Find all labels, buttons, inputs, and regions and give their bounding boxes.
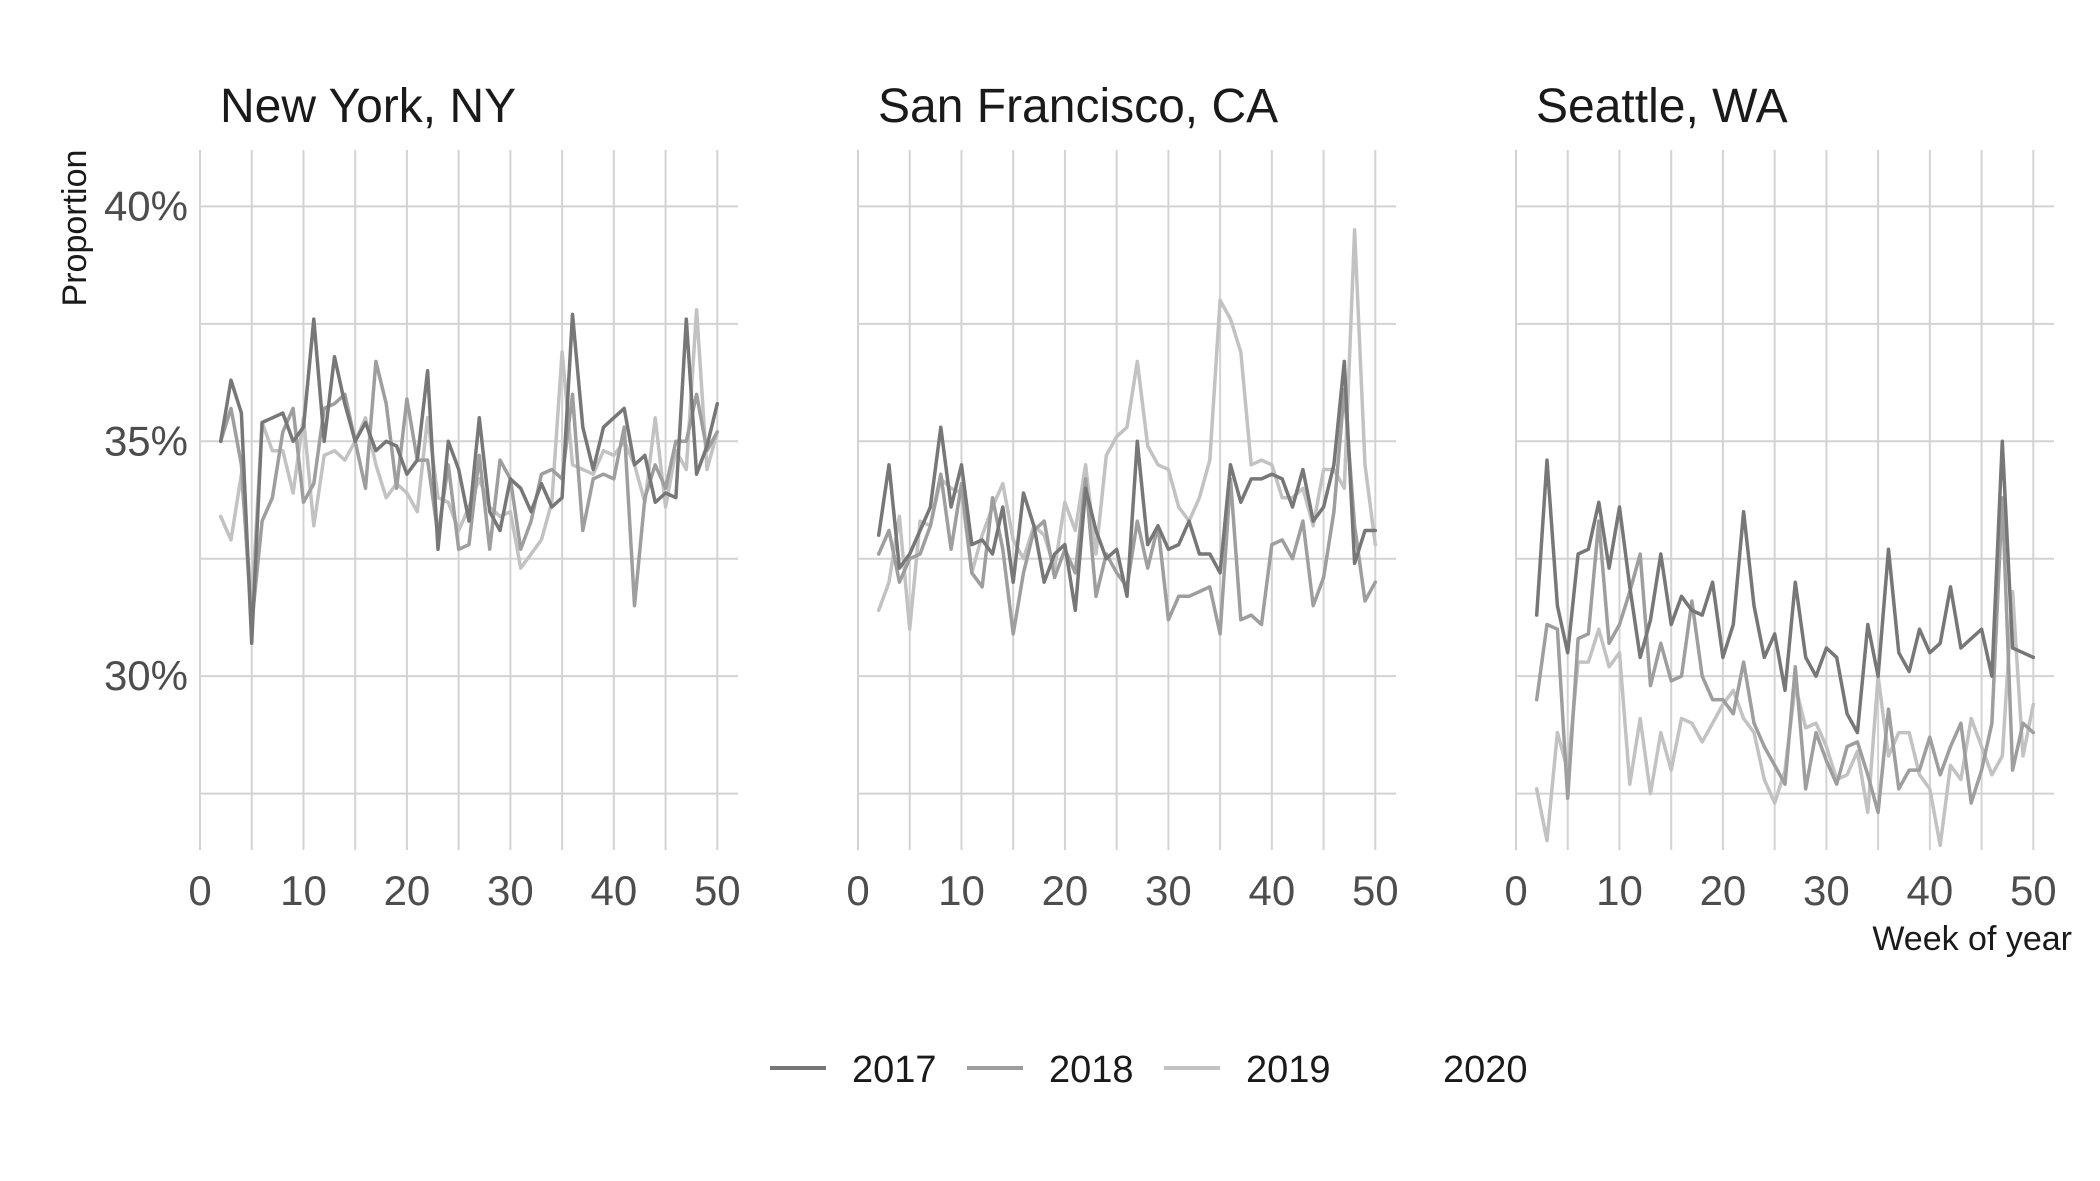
panel-2: San Francisco, CA 0 10 20 30 40 50: [846, 80, 1398, 914]
panels-layer: New York, NY 0 10 20 30 40 50 30% 35% 40% San Fran…: [104, 80, 2057, 914]
x-tick-label: 40: [1248, 867, 1295, 914]
x-tick-label: 20: [1700, 867, 1747, 914]
y-tick-label: 30%: [104, 652, 188, 699]
panel-1: New York, NY 0 10 20 30 40 50 30% 35% 40%: [104, 80, 741, 914]
x-tick-label: 10: [1596, 867, 1643, 914]
legend-label: 2019: [1246, 1049, 1331, 1091]
x-tick-label: 50: [694, 867, 741, 914]
y-tick-label: 40%: [104, 182, 188, 229]
x-tick-label: 0: [846, 867, 869, 914]
x-tick-label: 20: [1042, 867, 1089, 914]
x-tick-label: 10: [280, 867, 327, 914]
series-line-2018: [218, 359, 720, 627]
legend-label: 2018: [1049, 1049, 1134, 1091]
panel-title: Seattle, WA: [1536, 80, 1788, 133]
legend-label: 2017: [852, 1049, 937, 1091]
x-tick-label: 0: [1504, 867, 1527, 914]
y-axis-title: Proportion: [56, 150, 94, 307]
series-line-2017: [218, 312, 720, 646]
x-tick-label: 40: [1906, 867, 1953, 914]
series-line-2018: [1534, 495, 2036, 815]
legend: 2017 2018 2019 2020: [770, 1049, 1528, 1091]
x-tick-label: 0: [188, 867, 211, 914]
x-tick-label: 30: [1803, 867, 1850, 914]
legend-label: 2020: [1443, 1049, 1528, 1091]
x-tick-label: 50: [2010, 867, 2057, 914]
x-tick-label: 30: [487, 867, 534, 914]
x-tick-label: 10: [938, 867, 985, 914]
panel-title: New York, NY: [220, 80, 516, 133]
x-axis-title: Week of year: [1872, 920, 2072, 958]
x-tick-label: 20: [384, 867, 431, 914]
panel-title: San Francisco, CA: [878, 80, 1278, 133]
series-line-2017: [1534, 439, 2036, 735]
series-line-2019: [876, 228, 1378, 631]
x-tick-label: 30: [1145, 867, 1192, 914]
panel-3: Seattle, WA 0 10 20 30 40 50: [1504, 80, 2056, 914]
series-line-2017: [876, 359, 1378, 613]
x-tick-label: 50: [1352, 867, 1399, 914]
y-tick-label: 35%: [104, 417, 188, 464]
x-tick-label: 40: [590, 867, 637, 914]
